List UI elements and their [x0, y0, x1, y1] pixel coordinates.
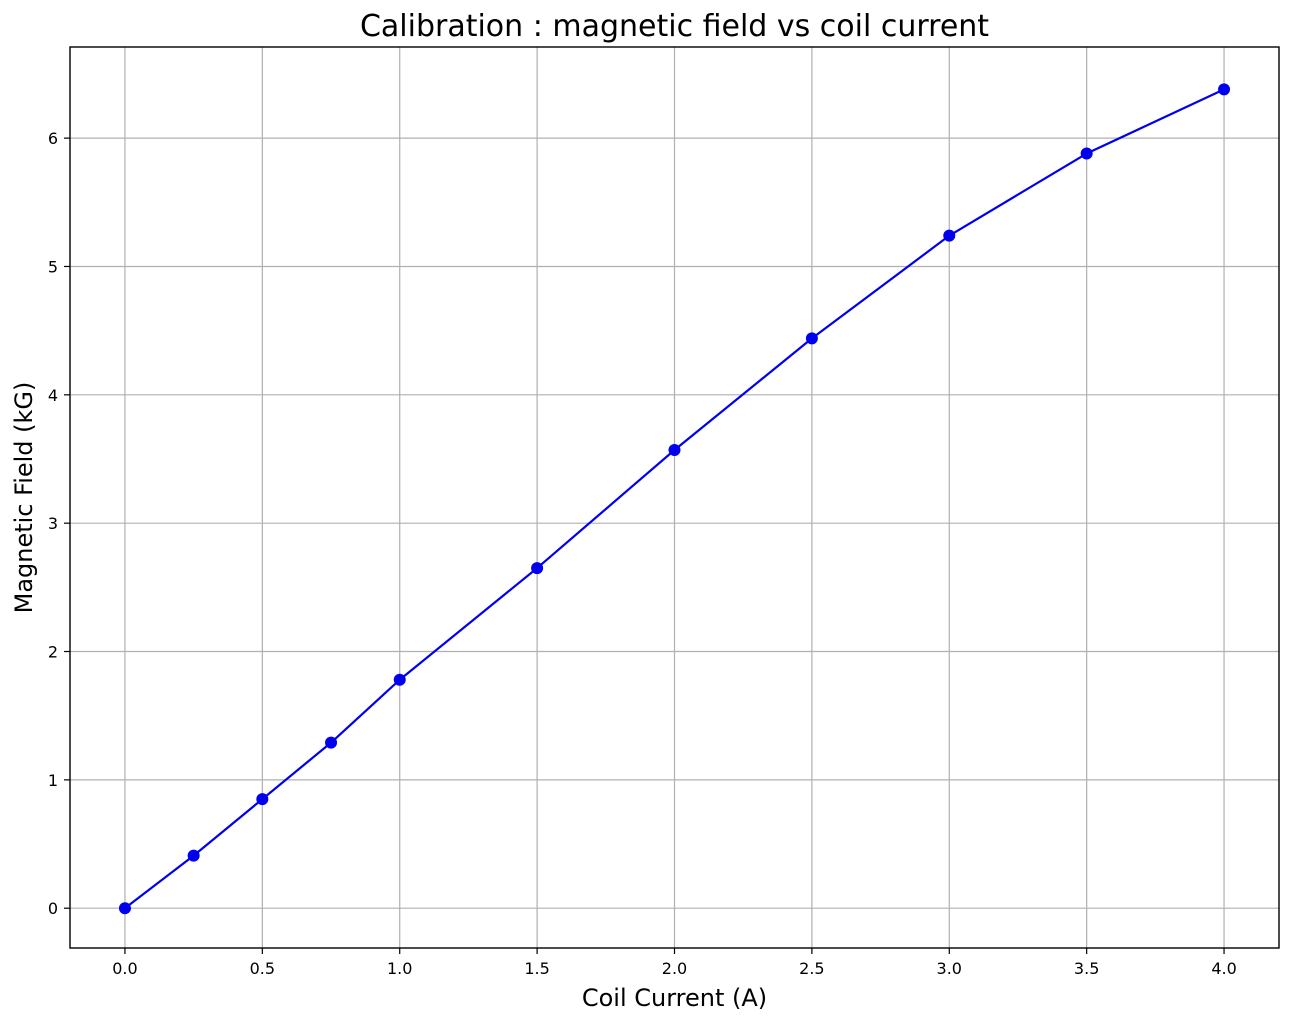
data-point [943, 229, 956, 242]
data-point [668, 444, 681, 457]
x-tick-label: 0.5 [250, 959, 275, 978]
y-tick-label: 3 [48, 514, 58, 533]
x-axis-label: Coil Current (A) [582, 984, 767, 1012]
data-point [1080, 147, 1093, 160]
data-point [256, 793, 269, 806]
data-point [325, 736, 338, 749]
x-tick-label: 1.5 [524, 959, 549, 978]
data-point [187, 849, 200, 862]
series-layer [118, 83, 1231, 915]
y-tick-label: 2 [48, 643, 58, 662]
x-tick-label: 3.5 [1074, 959, 1099, 978]
y-tick-label: 0 [48, 899, 58, 918]
data-point [393, 673, 406, 686]
y-axis-label: Magnetic Field (kG) [10, 382, 38, 614]
y-tick-label: 4 [48, 386, 58, 405]
x-tick-label: 0.0 [112, 959, 137, 978]
grid [70, 47, 1279, 948]
data-point [1218, 83, 1231, 96]
x-tick-label: 2.5 [799, 959, 824, 978]
data-point [805, 332, 818, 345]
x-tick-label: 2.0 [662, 959, 687, 978]
x-tick-label: 3.0 [937, 959, 962, 978]
chart-title: Calibration : magnetic field vs coil cur… [360, 9, 989, 44]
x-tick-label: 4.0 [1211, 959, 1236, 978]
y-tick-label: 1 [48, 771, 58, 790]
y-tick-label: 6 [48, 129, 58, 148]
y-tick-label: 5 [48, 257, 58, 276]
data-point [531, 562, 544, 575]
data-point [118, 902, 131, 915]
x-tick-label: 1.0 [387, 959, 412, 978]
axis-ticks: 0.0 0.5 1.0 1.5 2.0 2.5 3.0 3.5 4.0 0 1 2 3 4 5 6 [48, 129, 1237, 978]
